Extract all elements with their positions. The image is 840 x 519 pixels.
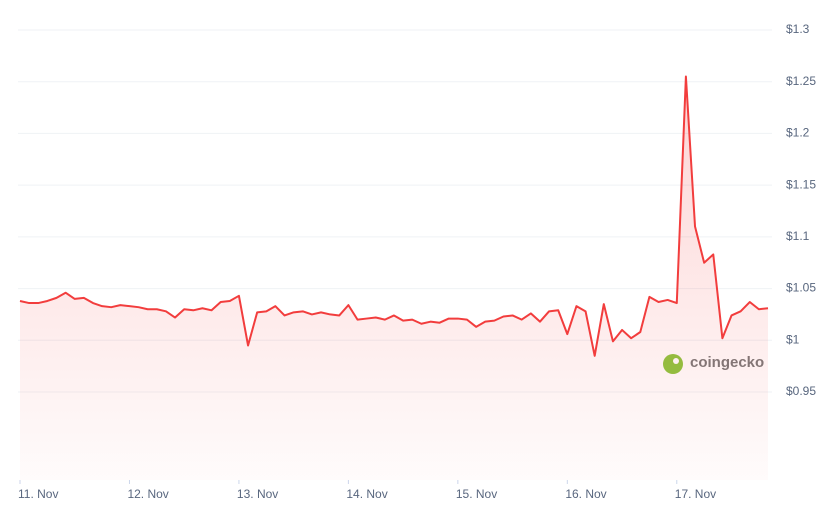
y-tick-label: $1.1 — [786, 229, 810, 243]
y-tick-label: $1.2 — [786, 126, 810, 140]
price-area — [20, 76, 768, 481]
y-tick-label: $1.15 — [786, 177, 816, 191]
x-tick-label: 12. Nov — [127, 487, 168, 501]
x-tick-label: 13. Nov — [237, 487, 278, 501]
price-line — [19, 75, 769, 357]
y-tick-label: $0.95 — [786, 384, 816, 398]
x-tick-label: 17. Nov — [675, 487, 716, 501]
y-tick-label: $1.05 — [786, 281, 816, 295]
x-tick-label: 16. Nov — [565, 487, 606, 501]
y-tick-label: $1.3 — [786, 22, 810, 36]
y-tick-label: $1 — [786, 332, 800, 346]
x-tick-label: 15. Nov — [456, 487, 497, 501]
y-tick-label: $1.25 — [786, 74, 816, 88]
x-tick-label: 14. Nov — [346, 487, 387, 501]
x-tick-label: 11. Nov — [18, 487, 58, 501]
